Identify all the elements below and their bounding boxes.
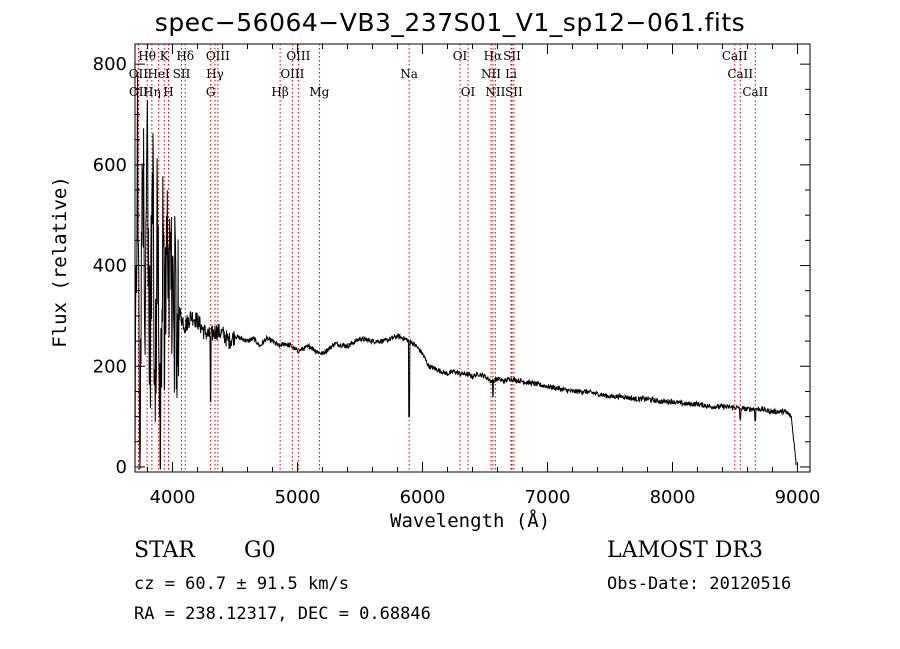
x-axis-label: Wavelength (Å)	[390, 510, 551, 532]
obs-date: Obs-Date: 20120516	[607, 574, 792, 594]
spectral-line-label: OI	[453, 49, 468, 63]
spectral-line-label: Hη	[143, 85, 161, 99]
survey-name: LAMOST DR3	[607, 538, 763, 563]
spectral-subclass: G0	[244, 538, 276, 563]
plot-border	[134, 43, 811, 473]
plot-frame	[134, 43, 811, 473]
spectral-line-label: SII	[505, 85, 523, 99]
y-tick-label: 200	[93, 356, 127, 377]
spectral-line-label: OII	[129, 67, 149, 81]
spectral-line-label: G	[206, 85, 216, 99]
spectral-line-label: OI	[461, 85, 476, 99]
spectral-line-label: Hθ	[138, 49, 156, 63]
chart-title: spec−56064−VB3_237S01_V1_sp12−061.fits	[154, 8, 746, 37]
spectral-line-label: OII	[129, 85, 149, 99]
y-tick-label: 600	[93, 155, 127, 176]
y-tick-label: 400	[93, 256, 127, 277]
y-tick-label: 800	[93, 54, 127, 75]
spectral-line-label: K	[160, 49, 170, 63]
x-tick-label: 4000	[150, 487, 196, 508]
coordinates: RA = 238.12317, DEC = 0.68846	[134, 604, 431, 624]
spectral-line-markers	[137, 44, 756, 472]
spectral-line-label: SII	[173, 67, 191, 81]
spectral-line-label: Hδ	[176, 49, 194, 63]
spectral-line-label: Mg	[309, 85, 329, 99]
spectral-line-label: Li	[505, 67, 517, 81]
spectral-line-label: NII	[485, 85, 505, 99]
x-tick-label: 6000	[400, 487, 446, 508]
spectral-line-label: Hγ	[206, 67, 224, 81]
x-tick-label: 5000	[275, 487, 321, 508]
y-tick-label: 0	[116, 457, 127, 478]
spectral-line-label: HeI	[147, 67, 170, 81]
spectral-line-label: NII	[481, 67, 501, 81]
y-axis-label: Flux (relative)	[49, 176, 71, 348]
spectral-line-label: SII	[503, 49, 521, 63]
cz-value: cz = 60.7 ± 91.5 km/s	[134, 574, 349, 594]
spectral-line-label: Hβ	[271, 85, 288, 99]
spectral-line-label: H	[163, 85, 173, 99]
star-type: STAR	[134, 538, 195, 563]
x-tick-label: 8000	[650, 487, 696, 508]
spectral-line-label: Na	[400, 67, 418, 81]
spectral-line-label: OIII	[280, 67, 304, 81]
spectrum-line	[134, 72, 797, 470]
spectral-line-label: Hα	[484, 49, 503, 63]
x-tick-label: 7000	[525, 487, 571, 508]
spectral-line-label: CaII	[722, 49, 748, 63]
axis-ticks: 4000 5000 6000 7000 8000 9000 0 200 400 600 800	[93, 44, 821, 508]
spectral-line-label: CaII	[727, 67, 753, 81]
spectral-line-label: CaII	[742, 85, 768, 99]
spectral-line-label: OIII	[286, 49, 310, 63]
spectrum-series	[134, 72, 797, 470]
spectral-line-label: OIII	[206, 49, 230, 63]
x-tick-label: 9000	[775, 487, 821, 508]
